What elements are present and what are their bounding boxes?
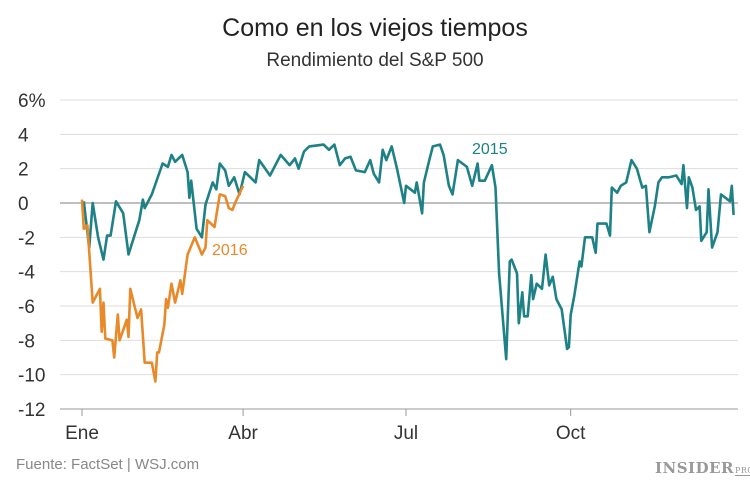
x-tick-label: Oct [556, 423, 586, 444]
x-tick-label: Jul [394, 423, 418, 444]
x-tick-label: Abr [228, 423, 258, 444]
gridlines [60, 99, 738, 410]
series-label-2015: 2015 [472, 141, 508, 158]
series-label-2016: 2016 [212, 242, 248, 259]
y-tick-label: 6% [18, 91, 46, 112]
y-tick-label: 0 [18, 194, 29, 215]
series-line-2016 [80, 185, 245, 383]
series-lines: 2015 2016 [80, 141, 735, 383]
y-tick-label: -12 [18, 400, 45, 421]
y-tick-label: -10 [18, 366, 45, 387]
source-note: Fuente: FactSet | WSJ.com [16, 456, 200, 473]
logo-suffix: PRO [734, 466, 750, 476]
y-axis: 6% 4 2 0 -2 -4 -6 -8 -10 -12 [18, 91, 46, 421]
y-tick-label: -2 [18, 228, 35, 249]
y-tick-label: 4 [18, 125, 29, 146]
series-line-2015 [82, 143, 735, 361]
insider-pro-logo: INSIDERPRO [655, 459, 750, 477]
chart-title: Como en los viejos tiempos [222, 14, 528, 42]
y-tick-label: -6 [18, 297, 35, 318]
y-tick-label: 2 [18, 160, 29, 181]
logo-text: INSIDER [655, 459, 734, 477]
y-tick-label: -8 [18, 331, 35, 352]
x-axis: Ene Abr Jul Oct [65, 409, 586, 444]
x-tick-label: Ene [65, 423, 99, 444]
y-tick-label: -4 [18, 263, 35, 284]
chart-subtitle: Rendimiento del S&P 500 [266, 50, 484, 71]
